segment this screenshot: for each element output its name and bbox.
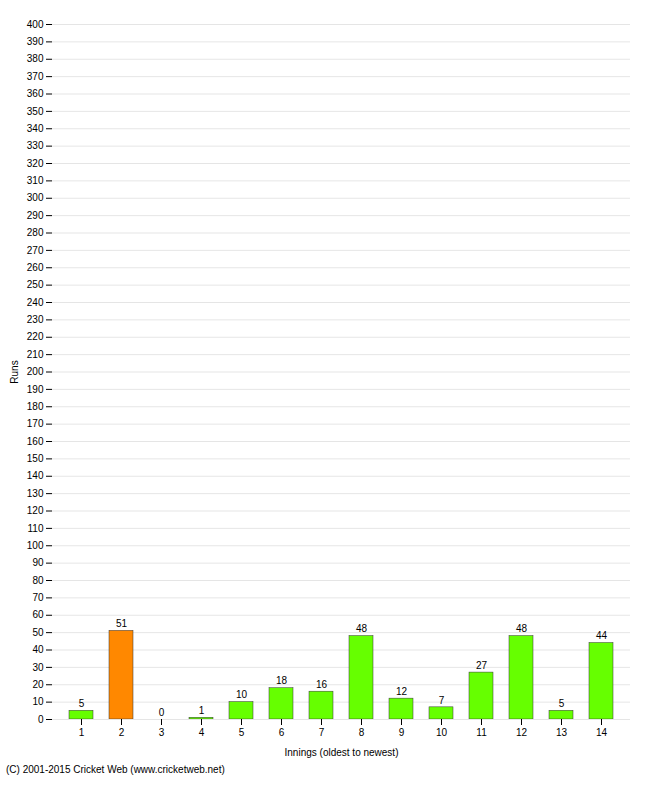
html-text:(C) 2001-2015 Cricket Web (www: (C) 2001-2015 Cricket Web (www.cricketwe…	[6, 764, 225, 775]
svg-text:7: 7	[439, 695, 445, 706]
svg-text:250: 250	[27, 279, 44, 290]
svg-text:1: 1	[79, 727, 85, 738]
svg-text:390: 390	[27, 36, 44, 47]
svg-text:7: 7	[319, 727, 325, 738]
svg-text:300: 300	[27, 192, 44, 203]
svg-text:50: 50	[32, 627, 44, 638]
svg-text:170: 170	[27, 418, 44, 429]
svg-text:160: 160	[27, 436, 44, 447]
svg-text:350: 350	[27, 106, 44, 117]
svg-text:180: 180	[27, 401, 44, 412]
svg-text:40: 40	[32, 644, 44, 655]
svg-text:120: 120	[27, 505, 44, 516]
svg-text:260: 260	[27, 262, 44, 273]
svg-text:11: 11	[476, 727, 487, 738]
svg-text:10: 10	[236, 689, 248, 700]
svg-text:70: 70	[32, 592, 44, 603]
svg-text:3: 3	[159, 727, 165, 738]
svg-text:6: 6	[279, 727, 285, 738]
svg-text:90: 90	[32, 557, 44, 568]
svg-text:16: 16	[316, 679, 328, 690]
svg-text:210: 210	[27, 349, 44, 360]
svg-text:330: 330	[27, 140, 44, 151]
svg-text:12: 12	[516, 727, 528, 738]
svg-text:360: 360	[27, 88, 44, 99]
svg-text:270: 270	[27, 245, 44, 256]
svg-text:44: 44	[596, 630, 608, 641]
svg-text:12: 12	[396, 686, 408, 697]
svg-text:320: 320	[27, 158, 44, 169]
svg-text:340: 340	[27, 123, 44, 134]
svg-text:27: 27	[476, 660, 488, 671]
svg-text:280: 280	[27, 227, 44, 238]
svg-text:100: 100	[27, 540, 44, 551]
svg-text:290: 290	[27, 210, 44, 221]
svg-text:4: 4	[199, 727, 205, 738]
svg-text:2: 2	[119, 727, 125, 738]
svg-text:310: 310	[27, 175, 44, 186]
svg-text:30: 30	[32, 662, 44, 673]
svg-text:Innings (oldest to newest): Innings (oldest to newest)	[285, 747, 399, 758]
svg-text:18: 18	[276, 675, 288, 686]
svg-text:10: 10	[436, 727, 448, 738]
svg-text:48: 48	[516, 623, 528, 634]
svg-text:80: 80	[32, 575, 44, 586]
svg-text:370: 370	[27, 71, 44, 82]
svg-text:110: 110	[28, 523, 44, 534]
svg-text:0: 0	[159, 707, 165, 718]
svg-text:130: 130	[27, 488, 44, 499]
svg-text:60: 60	[32, 609, 44, 620]
svg-text:380: 380	[27, 53, 44, 64]
svg-text:190: 190	[27, 384, 44, 395]
svg-text:Runs: Runs	[9, 360, 20, 383]
svg-text:0: 0	[38, 714, 44, 725]
svg-text:8: 8	[359, 727, 365, 738]
svg-text:5: 5	[239, 727, 245, 738]
svg-text:20: 20	[32, 679, 44, 690]
svg-text:14: 14	[596, 727, 608, 738]
svg-text:5: 5	[559, 698, 565, 709]
svg-text:150: 150	[27, 453, 44, 464]
svg-text:140: 140	[27, 470, 44, 481]
svg-text:200: 200	[27, 366, 44, 377]
svg-text:5: 5	[79, 698, 85, 709]
svg-text:400: 400	[27, 19, 44, 30]
svg-text:230: 230	[27, 314, 44, 325]
svg-text:51: 51	[116, 618, 128, 629]
svg-text:240: 240	[27, 297, 44, 308]
svg-text:10: 10	[32, 696, 44, 707]
svg-text:220: 220	[27, 331, 44, 342]
svg-text:1: 1	[199, 705, 205, 716]
svg-text:9: 9	[399, 727, 405, 738]
svg-text:13: 13	[556, 727, 568, 738]
svg-text:48: 48	[356, 623, 368, 634]
